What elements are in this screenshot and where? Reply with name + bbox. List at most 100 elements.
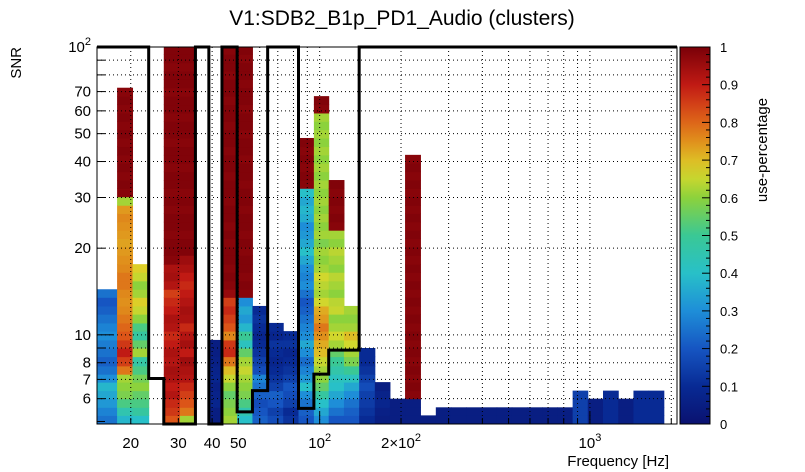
heatmap-cells [97, 47, 665, 425]
heatmap-cell [298, 314, 315, 324]
heatmap-cell [557, 407, 574, 416]
heatmap-cell [313, 382, 330, 392]
heatmap-cell [298, 322, 315, 332]
heatmap-cell [267, 348, 284, 358]
heatmap-cell [179, 188, 196, 198]
heatmap-cell [496, 407, 513, 416]
heatmap-cell [237, 62, 253, 72]
colorbar-tick-label: 0.3 [720, 304, 738, 319]
heatmap-cell [132, 289, 150, 298]
heatmap-cell [313, 280, 330, 290]
heatmap-cell [557, 415, 574, 425]
heatmap-cell [405, 297, 421, 307]
heatmap-cell [208, 382, 223, 392]
heatmap-cell [117, 104, 134, 114]
heatmap-cell [405, 280, 421, 290]
heatmap-cell [179, 415, 196, 425]
heatmap-cell [117, 415, 134, 425]
y-axis: 6 78 10 20 30 40 50 60 70 102 [68, 36, 113, 422]
heatmap-cell [298, 407, 315, 416]
heatmap-cell [221, 163, 238, 173]
heatmap-cell [313, 154, 330, 164]
heatmap-cell [163, 213, 181, 223]
heatmap-cell [252, 390, 269, 400]
heatmap-cell [163, 255, 181, 265]
heatmap-cell [117, 356, 134, 367]
heatmap-cell [117, 255, 134, 265]
heatmap-cell [132, 280, 150, 290]
heatmap-cell [179, 137, 196, 148]
heatmap-cell [179, 339, 196, 349]
x-tick-label: 40 [204, 435, 221, 452]
heatmap-cell [328, 213, 345, 223]
heatmap-cell [313, 339, 330, 349]
heatmap-cell [648, 407, 665, 416]
heatmap-cell [298, 255, 315, 265]
heatmap-cell [179, 62, 196, 72]
heatmap-cell [163, 146, 181, 156]
heatmap-cell [132, 365, 150, 375]
heatmap-cell [481, 407, 498, 416]
heatmap-cell [237, 246, 253, 256]
heatmap-cell [117, 121, 134, 131]
heatmap-cell [572, 415, 589, 425]
heatmap-cell [359, 398, 376, 408]
heatmap-cell [132, 331, 150, 341]
heatmap-cell [633, 415, 650, 425]
heatmap-cell [117, 289, 134, 298]
heatmap-cell [237, 163, 253, 173]
heatmap-cell [179, 47, 196, 55]
heatmap-cell [221, 180, 238, 189]
heatmap-cell [97, 297, 118, 307]
heatmap-cell [298, 213, 315, 223]
heatmap-cell [237, 305, 253, 315]
heatmap-cell [298, 154, 315, 164]
heatmap-cell [359, 382, 376, 392]
heatmap-cell [221, 339, 238, 349]
y-tick-label: 20 [74, 240, 91, 257]
heatmap-cell [179, 255, 196, 265]
heatmap-cell [221, 230, 238, 240]
heatmap-cell [603, 390, 619, 400]
heatmap-cell [298, 196, 315, 206]
heatmap-cell [359, 407, 376, 416]
heatmap-cell [420, 415, 437, 425]
heatmap-cell [542, 415, 558, 425]
heatmap-cell [163, 205, 181, 214]
heatmap-cell [511, 415, 528, 425]
heatmap-cell [359, 374, 376, 383]
heatmap-cell [313, 171, 330, 181]
heatmap-cell [237, 322, 253, 332]
y-tick-label: 70 [74, 84, 91, 101]
heatmap-cell [163, 129, 181, 139]
heatmap-cell [117, 322, 134, 332]
heatmap-cell [603, 398, 619, 408]
heatmap-cell [208, 374, 223, 383]
heatmap-cell [252, 365, 269, 375]
heatmap-cell [117, 180, 134, 189]
y-tick-label: 102 [68, 36, 91, 56]
heatmap-cell [343, 398, 360, 408]
heatmap-cell [179, 163, 196, 173]
heatmap-cell [237, 54, 253, 64]
heatmap-cell [328, 221, 345, 231]
heatmap-cell [267, 365, 284, 375]
heatmap-cell [328, 272, 345, 282]
heatmap-cell [481, 415, 498, 425]
heatmap-cell [179, 96, 196, 106]
heatmap-cell [328, 246, 345, 256]
heatmap-cell [163, 280, 181, 290]
heatmap-cell [313, 331, 330, 341]
heatmap-cell [648, 415, 665, 425]
y-tick-label: 60 [74, 103, 91, 120]
heatmap-cell [405, 322, 421, 332]
heatmap-cell [163, 62, 181, 72]
heatmap-cell [237, 196, 253, 206]
heatmap-cell [298, 297, 315, 307]
heatmap-cell [313, 255, 330, 265]
heatmap-cell [97, 415, 118, 425]
heatmap-cell [298, 264, 315, 273]
heatmap-cell [237, 221, 253, 231]
heatmap-cell [633, 407, 650, 416]
heatmap-cell [132, 374, 150, 383]
